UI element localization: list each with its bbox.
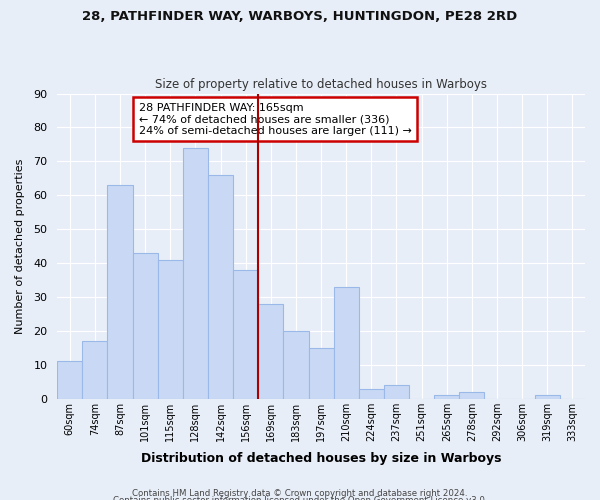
Bar xyxy=(133,253,158,398)
Text: 28 PATHFINDER WAY: 165sqm
← 74% of detached houses are smaller (336)
24% of semi: 28 PATHFINDER WAY: 165sqm ← 74% of detac… xyxy=(139,102,412,136)
Bar xyxy=(258,304,283,398)
Bar xyxy=(283,331,308,398)
Title: Size of property relative to detached houses in Warboys: Size of property relative to detached ho… xyxy=(155,78,487,91)
Text: 28, PATHFINDER WAY, WARBOYS, HUNTINGDON, PE28 2RD: 28, PATHFINDER WAY, WARBOYS, HUNTINGDON,… xyxy=(82,10,518,23)
Bar xyxy=(460,392,484,398)
Bar xyxy=(434,396,460,398)
Bar xyxy=(107,185,133,398)
Bar xyxy=(233,270,258,398)
Bar xyxy=(535,396,560,398)
Text: Contains public sector information licensed under the Open Government Licence v3: Contains public sector information licen… xyxy=(113,496,487,500)
Y-axis label: Number of detached properties: Number of detached properties xyxy=(15,158,25,334)
Bar xyxy=(308,348,334,399)
Bar xyxy=(208,175,233,398)
Bar xyxy=(183,148,208,399)
Bar xyxy=(384,385,409,398)
X-axis label: Distribution of detached houses by size in Warboys: Distribution of detached houses by size … xyxy=(141,452,502,465)
Bar xyxy=(334,287,359,399)
Bar xyxy=(359,388,384,398)
Bar xyxy=(57,362,82,399)
Bar xyxy=(82,341,107,398)
Text: Contains HM Land Registry data © Crown copyright and database right 2024.: Contains HM Land Registry data © Crown c… xyxy=(132,488,468,498)
Bar xyxy=(158,260,183,398)
